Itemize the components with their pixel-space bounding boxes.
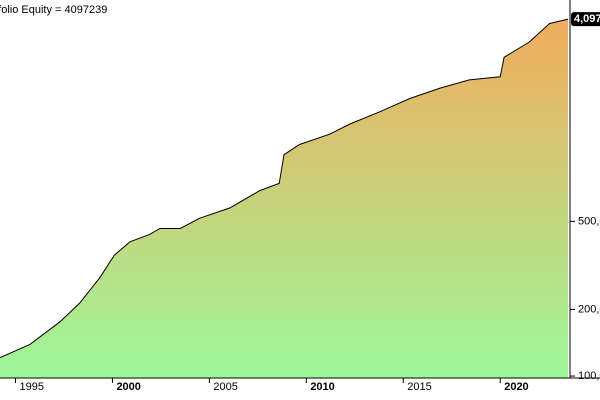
- x-tick-label: 2010: [310, 381, 334, 393]
- x-tick-label: 1995: [20, 381, 44, 393]
- x-tick-label: 2020: [504, 381, 528, 393]
- last-value-label: 4,097,239: [574, 13, 600, 25]
- last-value-badge: [571, 12, 600, 27]
- area-fill: [0, 19, 569, 378]
- x-tick-label: 2005: [213, 381, 237, 393]
- x-tick-label: 2015: [407, 381, 431, 393]
- chart-title: Portfolio Equity = 4097239: [0, 4, 107, 16]
- y-tick-label: 500,000: [578, 215, 600, 227]
- equity-line: [0, 18, 569, 359]
- y-tick-label: 200,000: [578, 303, 600, 315]
- y-tick-label: 100,000: [578, 370, 600, 382]
- x-tick-label: 2000: [116, 381, 140, 393]
